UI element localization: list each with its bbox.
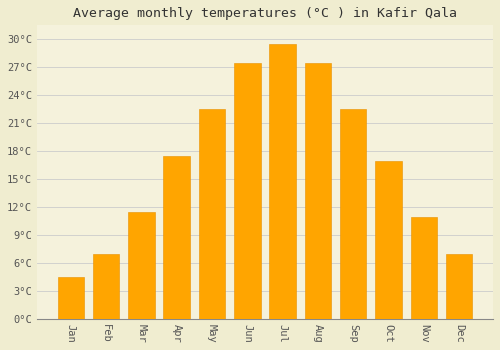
Bar bbox=[198, 109, 225, 320]
Bar bbox=[93, 254, 120, 320]
Bar bbox=[446, 254, 472, 320]
Bar bbox=[375, 161, 402, 320]
Bar bbox=[128, 212, 154, 320]
Title: Average monthly temperatures (°C ) in Kafir Qala: Average monthly temperatures (°C ) in Ka… bbox=[73, 7, 457, 20]
Bar bbox=[164, 156, 190, 320]
Bar bbox=[234, 63, 260, 320]
Bar bbox=[58, 278, 84, 320]
Bar bbox=[340, 109, 366, 320]
Bar bbox=[304, 63, 331, 320]
Bar bbox=[270, 44, 296, 320]
Bar bbox=[410, 217, 437, 320]
